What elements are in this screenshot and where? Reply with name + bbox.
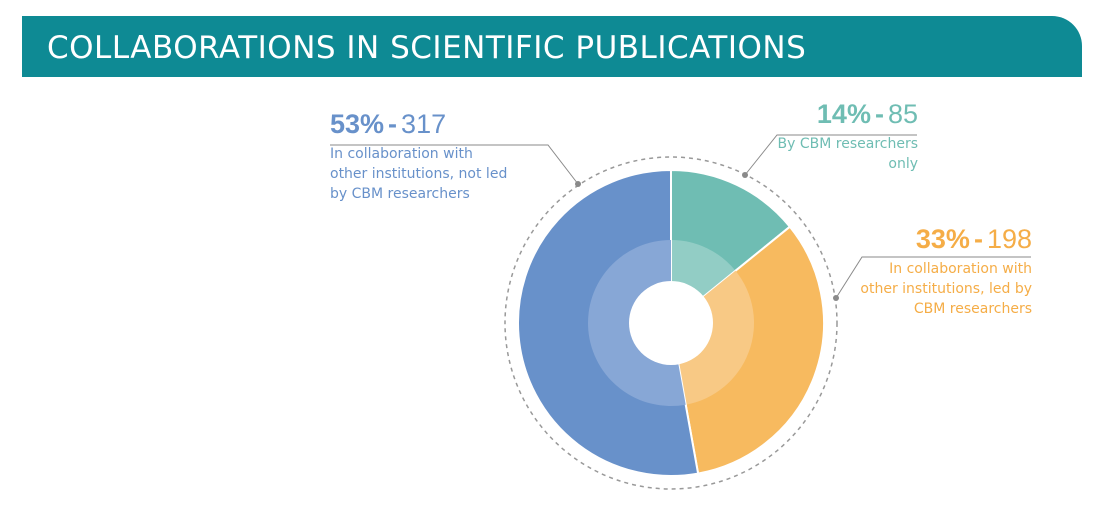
leader-dot-teal — [742, 172, 748, 178]
leader-line-teal — [744, 134, 917, 176]
percent-cbm-only: 14% — [816, 99, 871, 129]
title-banner: COLLABORATIONS IN SCIENTIFIC PUBLICATION… — [22, 16, 1082, 77]
label-led-by-cbm: 33% -198 In collaboration with other inst… — [860, 224, 1032, 317]
desc-cbm-only: By CBM researchers only — [777, 136, 918, 172]
label-not-led-by-cbm: 53% -317 In collaboration with other inst… — [330, 108, 510, 204]
leader-line-blue — [330, 144, 579, 185]
percent-not-led: 53% — [330, 109, 385, 139]
desc-led: In collaboration with other institutions… — [860, 261, 1032, 317]
count-not-led: 317 — [401, 109, 447, 139]
leader-dot-orange — [833, 295, 839, 301]
label-cbm-only: 14% -85 By CBM researchers only — [760, 98, 918, 174]
count-cbm-only: 85 — [887, 99, 918, 129]
leader-line-orange — [835, 256, 1031, 299]
leader-dot-blue — [575, 181, 581, 187]
percent-led: 33% — [915, 224, 970, 254]
page-title: COLLABORATIONS IN SCIENTIFIC PUBLICATION… — [47, 30, 807, 66]
dashed-outline-ring — [504, 156, 838, 490]
donut-hole — [629, 281, 713, 365]
slice-led-by-cbm-inner — [671, 270, 754, 405]
count-led: 198 — [986, 224, 1032, 254]
desc-not-led: In collaboration with other institutions… — [330, 146, 508, 202]
